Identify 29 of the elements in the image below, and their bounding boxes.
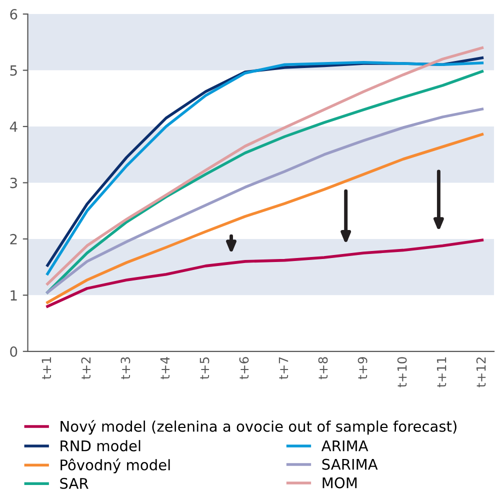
y-tick-label: 4 <box>10 122 18 132</box>
legend-label: SAR <box>60 478 88 489</box>
x-tick-label: t+4 <box>160 356 170 380</box>
x-tick-label: t+10 <box>397 357 407 388</box>
line-series <box>46 238 484 308</box>
legend-label: SARIMA <box>322 458 378 470</box>
y-tick-label: 0 <box>10 346 18 357</box>
x-tick-label: t+1 <box>42 357 51 380</box>
y-tick-label: 3 <box>10 178 17 188</box>
x-tick-label: t+2 <box>81 358 90 380</box>
x-tick-label: t+3 <box>120 357 130 380</box>
y-tick-label: 1 <box>10 290 17 300</box>
x-tick-label: t+9 <box>358 357 368 380</box>
x-tick-label: t+7 <box>278 357 288 380</box>
y-tick-label: 6 <box>10 9 18 20</box>
line-series <box>46 132 484 304</box>
legend-label: Pôvodný model <box>60 458 170 474</box>
line-series <box>46 108 484 294</box>
legend-label: RND model <box>60 440 140 452</box>
legend-label: MOM <box>322 477 357 488</box>
x-tick-label: t+11 <box>436 357 446 388</box>
legend-label: ARIMA <box>321 440 368 452</box>
y-tick-label: 5 <box>10 65 17 76</box>
x-tick-label: t+8 <box>318 357 328 380</box>
x-tick-label: t+6 <box>239 357 249 380</box>
x-tick-label: t+12 <box>476 358 486 388</box>
legend-label: Nový model (zelenina a ovocie out of sample forecast) <box>60 420 456 435</box>
y-tick-label: 2 <box>10 234 17 244</box>
x-tick-label: t+5 <box>200 357 210 380</box>
